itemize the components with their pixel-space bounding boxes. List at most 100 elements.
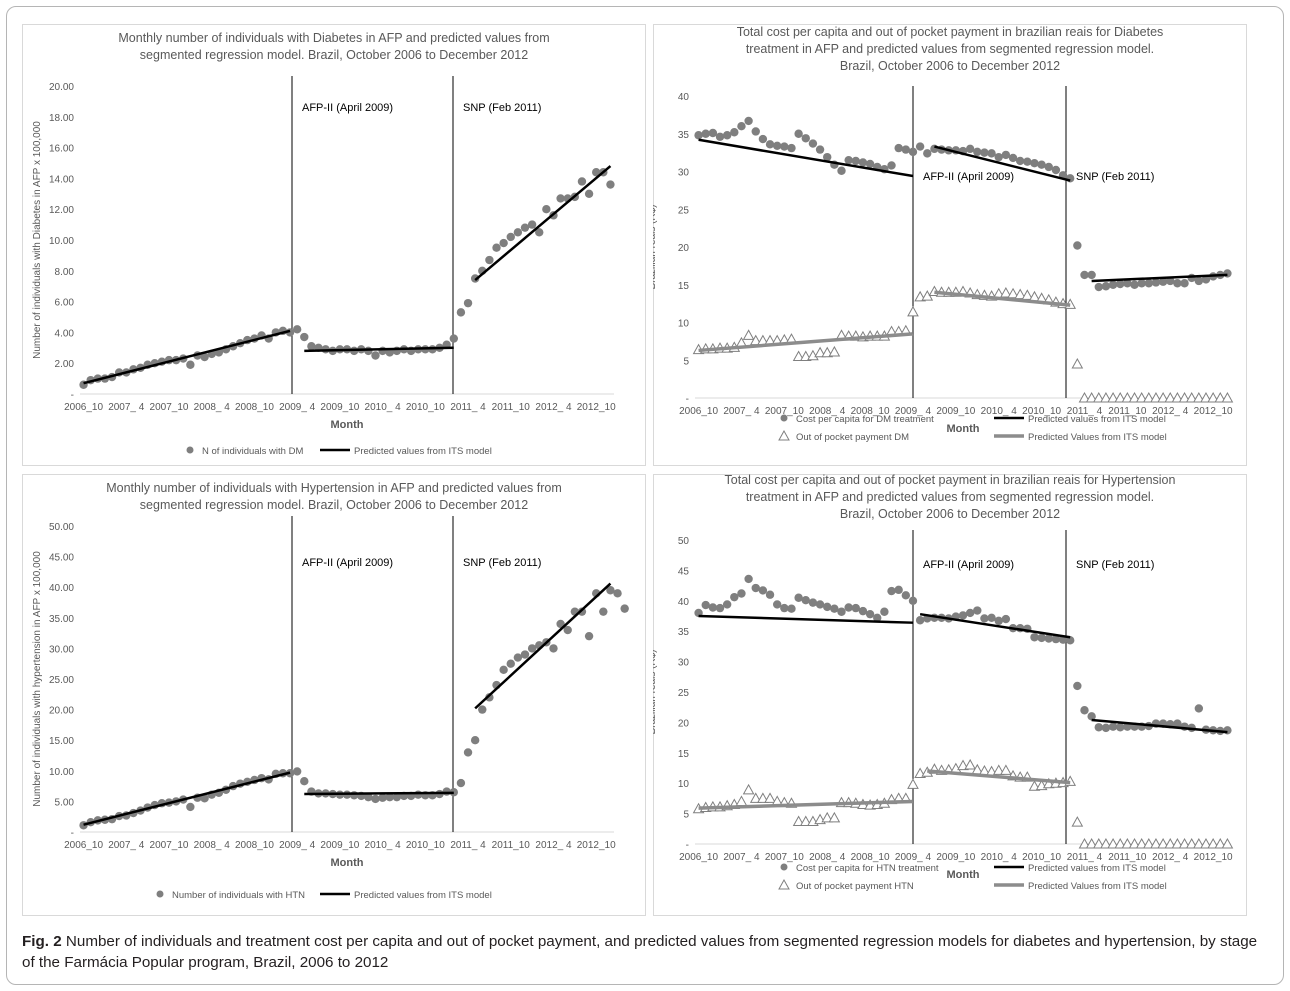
- data-point: [470, 736, 480, 745]
- data-point: [620, 604, 629, 613]
- x-tick-label: 2009_ 4: [895, 406, 932, 417]
- legend-marker: [156, 890, 164, 898]
- data-point: [613, 589, 622, 598]
- data-point: [499, 665, 508, 675]
- y-tick-label: 2.00: [55, 359, 75, 370]
- x-axis-title: Month: [947, 869, 980, 881]
- data-point: [744, 116, 753, 126]
- data-point: [442, 787, 451, 796]
- intervention-label: AFP-II (April 2009): [923, 171, 1014, 183]
- chart-title-line: Monthly number of individuals with Hyper…: [106, 481, 562, 495]
- data-point-triangle: [1150, 837, 1162, 849]
- data-point: [414, 790, 423, 799]
- x-tick-label: 2007_10: [765, 852, 804, 863]
- y-tick-label: 6.00: [55, 298, 75, 309]
- x-tick-label: 2008_ 4: [809, 406, 846, 417]
- data-point: [1015, 156, 1025, 166]
- data-point-triangle: [828, 811, 841, 823]
- x-tick-label: 2009_10: [936, 406, 975, 417]
- y-tick-label: -: [71, 390, 74, 401]
- data-point-triangle: [1000, 287, 1012, 298]
- data-point: [837, 166, 846, 175]
- x-tick-label: 2012_ 4: [1152, 406, 1189, 417]
- x-tick-label: 2007_10: [765, 406, 804, 417]
- data-point: [801, 134, 810, 143]
- x-tick-label: 2010_ 4: [981, 406, 1018, 417]
- data-point-triangle: [828, 345, 841, 357]
- data-point: [837, 607, 846, 616]
- data-point: [987, 149, 996, 158]
- data-point-triangle: [907, 305, 919, 317]
- data-point: [513, 653, 523, 662]
- data-point: [908, 147, 918, 157]
- data-point: [987, 613, 996, 623]
- y-tick-label: 35: [678, 130, 690, 141]
- data-point: [1051, 634, 1061, 644]
- y-tick-label: 4.00: [55, 328, 75, 339]
- data-point-triangle: [799, 815, 812, 827]
- x-tick-label: 2008_10: [851, 406, 890, 417]
- data-point: [577, 177, 587, 186]
- chart-title-line: segmented regression model. Brazil, Octo…: [140, 48, 528, 62]
- data-point: [737, 589, 746, 598]
- data-point-triangle: [792, 815, 805, 827]
- x-tick-label: 2012_ 4: [535, 840, 572, 851]
- data-point: [780, 142, 789, 151]
- chart-title-line: treatment in AFP and predicted values fr…: [746, 490, 1154, 504]
- data-point: [865, 159, 875, 169]
- y-tick-label: -: [71, 828, 74, 839]
- data-point-triangle: [1214, 391, 1227, 403]
- predicted-segment: [304, 346, 454, 353]
- data-point-triangle: [1071, 816, 1084, 827]
- data-point: [563, 625, 572, 635]
- data-point: [758, 134, 768, 144]
- data-point: [930, 144, 939, 154]
- data-point: [456, 308, 466, 317]
- data-point: [787, 604, 796, 613]
- data-point-triangle: [1100, 837, 1112, 849]
- data-point-triangle: [1007, 287, 1019, 299]
- predicted-segment: [304, 791, 454, 796]
- data-point: [708, 603, 718, 612]
- data-point-triangle: [742, 329, 755, 340]
- data-point: [364, 792, 373, 802]
- x-axis-title: Month: [947, 423, 980, 435]
- data-point: [844, 603, 853, 612]
- caption-text: Number of individuals and treatment cost…: [22, 933, 1258, 971]
- data-point: [1144, 279, 1154, 288]
- x-tick-label: 2008_ 4: [194, 840, 231, 851]
- legend-triangle-marker: [778, 429, 790, 441]
- data-point-triangle: [1207, 391, 1219, 403]
- x-tick-label: 2006_10: [679, 406, 718, 417]
- chart-htn-cost: Total cost per capita and out of pocket …: [653, 474, 1247, 916]
- data-point: [1001, 614, 1011, 624]
- data-point-triangle: [1135, 837, 1148, 849]
- data-point: [556, 194, 565, 203]
- x-tick-label: 2012_ 4: [1152, 852, 1189, 863]
- x-tick-label: 2011_ 4: [450, 840, 486, 851]
- chart-area-border: [653, 474, 1247, 916]
- data-point: [730, 128, 739, 137]
- y-axis-title: Brazilian reais (R$): [653, 204, 658, 289]
- y-tick-label: 15: [678, 749, 690, 760]
- x-tick-label: 2010_10: [1022, 852, 1061, 863]
- data-point: [292, 325, 302, 334]
- data-point: [186, 802, 195, 812]
- x-tick-label: 2007_10: [150, 840, 189, 851]
- data-point: [485, 255, 494, 265]
- data-point: [1137, 279, 1146, 288]
- x-tick-label: 2007_ 4: [723, 852, 760, 863]
- data-point: [887, 161, 896, 170]
- data-point: [577, 607, 587, 616]
- data-point: [200, 794, 209, 803]
- x-tick-label: 2008_10: [235, 402, 274, 413]
- y-tick-label: 40.00: [49, 583, 74, 594]
- legend-label: Predicted values from ITS model: [1028, 863, 1166, 874]
- data-point: [1080, 270, 1089, 280]
- data-point: [506, 232, 515, 242]
- data-point: [851, 156, 860, 166]
- data-point-triangle: [1021, 289, 1034, 300]
- x-tick-label: 2009_ 4: [279, 840, 316, 851]
- data-point: [858, 158, 868, 167]
- y-tick-label: 5.00: [55, 797, 75, 808]
